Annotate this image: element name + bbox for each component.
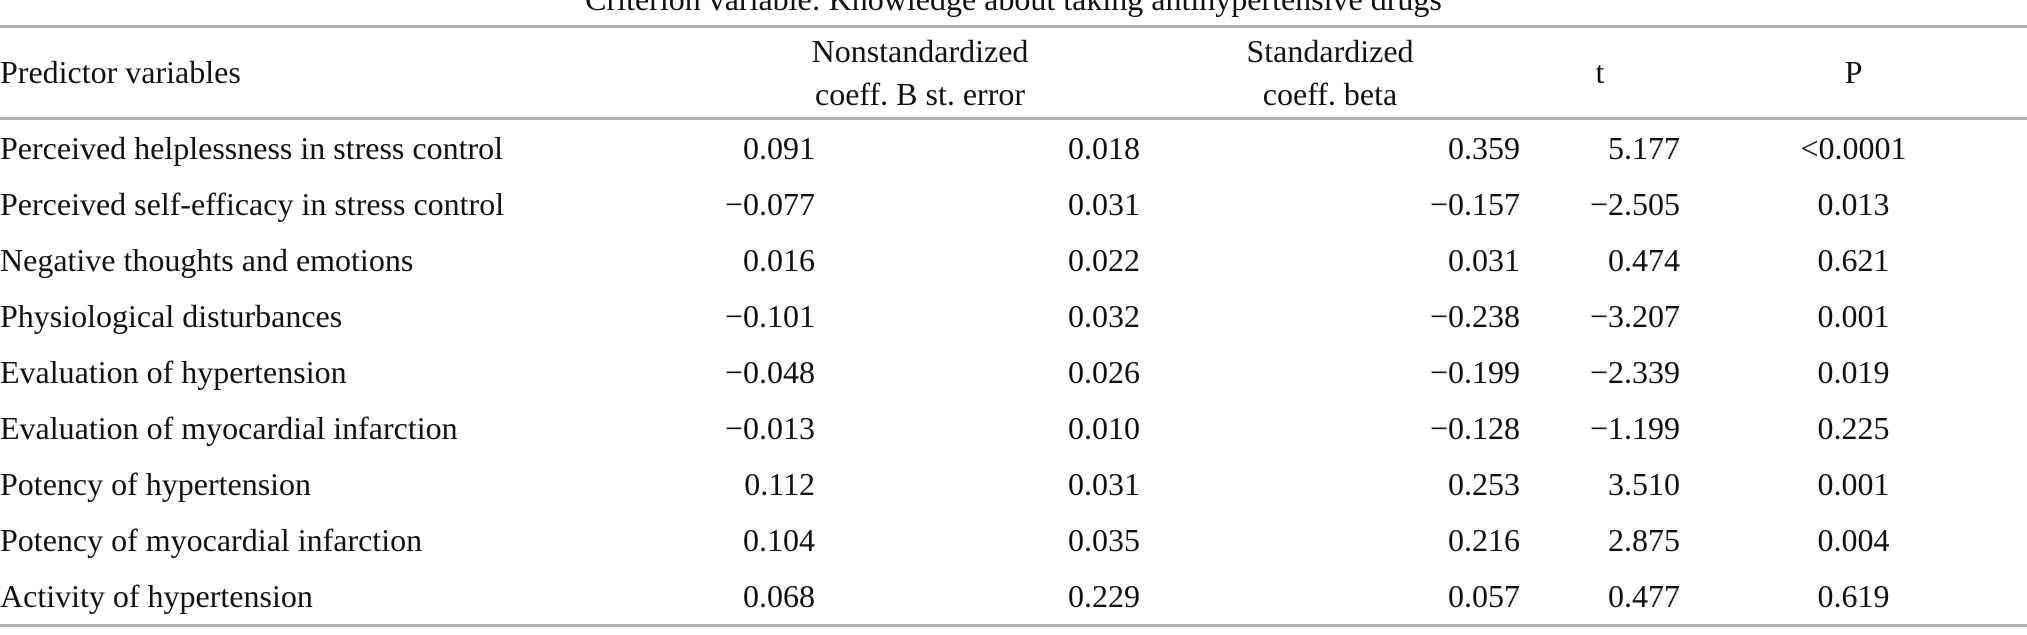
cell-st-error: 0.031	[1068, 465, 1140, 502]
col-header-nonstandardized-coeff: Nonstandardized coeff. B st. error	[700, 27, 1140, 119]
table-row: Activity of hypertension 0.068 0.229 0.0…	[0, 568, 2027, 626]
cell-p: 0.621	[1817, 241, 1890, 278]
col-header-nonstandardized-line1: Nonstandardized	[811, 32, 1029, 69]
cell-beta: −0.128	[1429, 409, 1520, 446]
cell-t: −3.207	[1589, 297, 1680, 334]
col-header-standardized-coeff: Standardized coeff. beta	[1140, 27, 1520, 119]
table-row: Perceived self-efficacy in stress contro…	[0, 176, 2027, 232]
col-header-predictor-variables: Predictor variables	[0, 54, 241, 90]
cell-predictor: Perceived helplessness in stress control	[0, 129, 503, 166]
cell-predictor: Negative thoughts and emotions	[0, 241, 414, 278]
cell-beta: −0.238	[1429, 297, 1520, 334]
col-header-t: t	[1595, 54, 1605, 90]
col-header-standardized-line1: Standardized	[1246, 32, 1414, 69]
table-row: Potency of hypertension 0.112 0.031 0.25…	[0, 456, 2027, 512]
regression-table: Predictor variables Nonstandardized coef…	[0, 25, 2027, 627]
cell-coeff-b: 0.068	[743, 577, 815, 614]
header-row: Predictor variables Nonstandardized coef…	[0, 26, 2027, 119]
cell-predictor: Physiological disturbances	[0, 297, 343, 334]
cell-coeff-b: −0.013	[724, 409, 815, 446]
cell-p: 0.013	[1817, 185, 1890, 222]
cell-p: 0.225	[1817, 409, 1890, 446]
cell-p: 0.019	[1817, 353, 1890, 390]
cell-p: 0.001	[1817, 465, 1890, 502]
table-title: Criterion variable: Knowledge about taki…	[0, 0, 2027, 17]
col-header-standardized-line2: coeff. beta	[1262, 75, 1398, 112]
cell-t: −1.199	[1589, 409, 1680, 446]
cell-beta: −0.199	[1429, 353, 1520, 390]
table-body: Perceived helplessness in stress control…	[0, 119, 2027, 626]
cell-st-error: 0.022	[1068, 241, 1140, 278]
cell-predictor: Perceived self-efficacy in stress contro…	[0, 185, 505, 222]
cell-t: 3.510	[1608, 465, 1680, 502]
cell-beta: 0.253	[1448, 465, 1520, 502]
cell-t: −2.339	[1589, 353, 1680, 390]
cell-p: 0.001	[1817, 297, 1890, 334]
cell-predictor: Activity of hypertension	[0, 577, 313, 614]
cell-predictor: Potency of hypertension	[0, 465, 312, 502]
table-row: Evaluation of hypertension −0.048 0.026 …	[0, 344, 2027, 400]
table-header: Predictor variables Nonstandardized coef…	[0, 26, 2027, 119]
table-row: Physiological disturbances −0.101 0.032 …	[0, 288, 2027, 344]
table-row: Evaluation of myocardial infarction −0.0…	[0, 400, 2027, 456]
cell-beta: 0.057	[1448, 577, 1520, 614]
cell-p: 0.619	[1817, 577, 1890, 614]
cell-beta: 0.031	[1448, 241, 1520, 278]
cell-t: 0.474	[1608, 241, 1680, 278]
cell-coeff-b: 0.016	[743, 241, 815, 278]
col-header-nonstandardized-line2: coeff. B st. error	[815, 75, 1025, 112]
cell-st-error: 0.018	[1068, 129, 1140, 166]
cell-coeff-b: 0.091	[743, 129, 815, 166]
cell-t: 0.477	[1608, 577, 1680, 614]
cell-predictor: Evaluation of hypertension	[0, 353, 347, 390]
cell-coeff-b: −0.101	[724, 297, 815, 334]
cell-st-error: 0.035	[1068, 521, 1140, 558]
cell-st-error: 0.229	[1068, 577, 1140, 614]
cell-predictor: Evaluation of myocardial infarction	[0, 409, 458, 446]
cell-p: <0.0001	[1800, 129, 1907, 166]
table-row: Negative thoughts and emotions 0.016 0.0…	[0, 232, 2027, 288]
col-header-p: P	[1844, 54, 1863, 90]
cell-st-error: 0.031	[1068, 185, 1140, 222]
cell-beta: 0.359	[1448, 129, 1520, 166]
cell-p: 0.004	[1817, 521, 1890, 558]
cell-t: 2.875	[1608, 521, 1680, 558]
cell-coeff-b: 0.112	[744, 465, 815, 502]
table-row: Perceived helplessness in stress control…	[0, 119, 2027, 177]
cell-t: −2.505	[1589, 185, 1680, 222]
cell-t: 5.177	[1608, 129, 1680, 166]
cell-st-error: 0.010	[1068, 409, 1140, 446]
cell-coeff-b: −0.048	[724, 353, 815, 390]
cell-coeff-b: −0.077	[724, 185, 815, 222]
cell-st-error: 0.032	[1068, 297, 1140, 334]
cell-predictor: Potency of myocardial infarction	[0, 521, 423, 558]
cell-coeff-b: 0.104	[743, 521, 815, 558]
table-row: Potency of myocardial infarction 0.104 0…	[0, 512, 2027, 568]
cell-beta: 0.216	[1448, 521, 1520, 558]
cell-beta: −0.157	[1429, 185, 1520, 222]
cell-st-error: 0.026	[1068, 353, 1140, 390]
